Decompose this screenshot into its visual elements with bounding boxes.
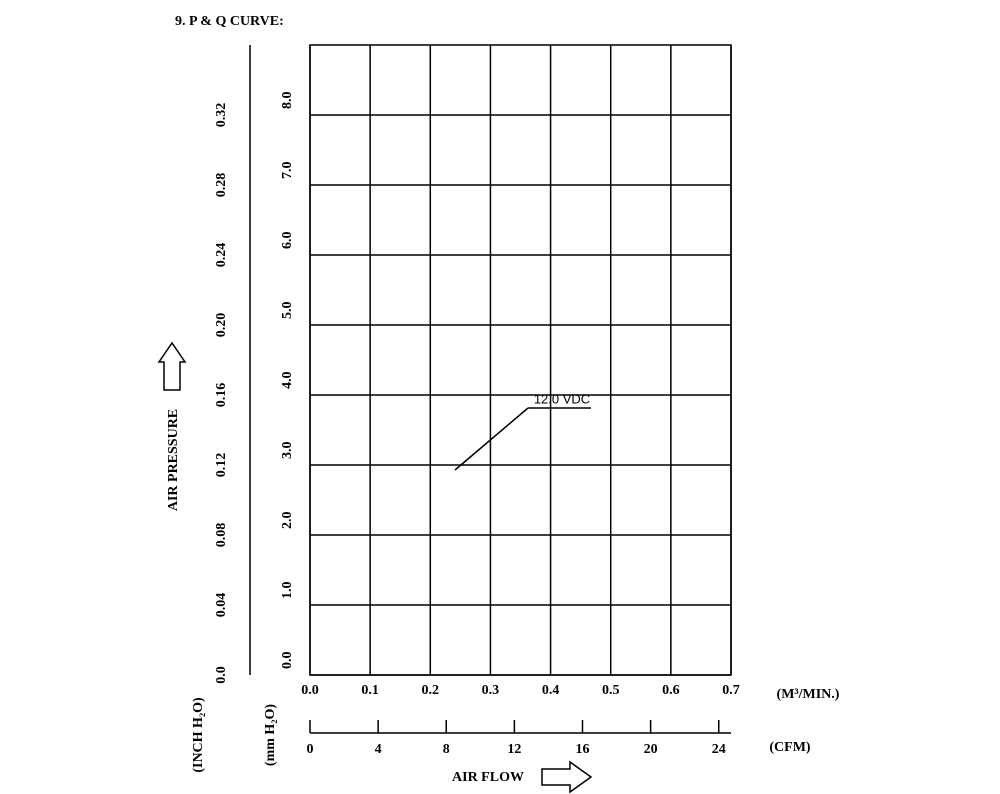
y-tick-label: 1.0 — [280, 582, 295, 600]
y2-tick-label: 0.24 — [214, 243, 229, 268]
x-tick-label: 0.6 — [662, 683, 680, 698]
y-tick-label: 0.0 — [280, 652, 295, 670]
x-tick-label: 0.2 — [422, 683, 440, 698]
x2-tick-label: 16 — [575, 742, 589, 757]
y2-tick-label: 0.20 — [214, 313, 229, 338]
x-tick-label: 0.3 — [482, 683, 500, 698]
x2-tick-label: 0 — [307, 742, 314, 757]
annotation: 12.0 VDC — [534, 391, 590, 406]
x-axis-label: AIR FLOW — [452, 770, 524, 785]
y-tick-label: 6.0 — [280, 232, 295, 250]
x-tick-label: 0.1 — [361, 683, 379, 698]
y2-tick-label: 0.04 — [214, 593, 229, 618]
y2-tick-label: 0.32 — [214, 103, 229, 128]
y-unit: (mm H₂O) — [263, 704, 278, 766]
y2-tick-label: 0.28 — [214, 173, 229, 198]
y-tick-label: 4.0 — [280, 372, 295, 390]
y-tick-label: 7.0 — [280, 162, 295, 180]
y2-tick-label: 0.16 — [214, 383, 229, 408]
x-tick-label: 0.4 — [542, 683, 560, 698]
y2-tick-label: 0.0 — [214, 666, 229, 684]
flow-arrow — [541, 760, 593, 794]
y-tick-label: 3.0 — [280, 442, 295, 460]
y-tick-label: 8.0 — [280, 92, 295, 110]
x2-tick-label: 24 — [712, 742, 726, 757]
y-tick-label: 5.0 — [280, 302, 295, 320]
y-axis-label: AIR PRESSURE — [166, 409, 181, 511]
annotation-leader — [454, 407, 529, 471]
x2-tick-label: 12 — [507, 742, 521, 757]
x2-unit: (CFM) — [769, 740, 811, 755]
x-tick-label: 0.5 — [602, 683, 620, 698]
x2-tick-label: 8 — [443, 742, 450, 757]
x2-tick-label: 20 — [644, 742, 658, 757]
pressure-arrow — [157, 341, 187, 391]
x2-tick-label: 4 — [375, 742, 382, 757]
y-tick-label: 2.0 — [280, 512, 295, 530]
y2-unit: (INCH H₂O) — [191, 697, 206, 773]
x-tick-label: 0.0 — [301, 683, 319, 698]
y2-tick-label: 0.08 — [214, 523, 229, 548]
chart-title: 9. P & Q CURVE: — [175, 14, 284, 29]
x-unit: (M³/MIN.) — [777, 687, 840, 702]
plot-frame — [309, 44, 732, 676]
x-tick-label: 0.7 — [722, 683, 740, 698]
y2-tick-label: 0.12 — [214, 453, 229, 478]
